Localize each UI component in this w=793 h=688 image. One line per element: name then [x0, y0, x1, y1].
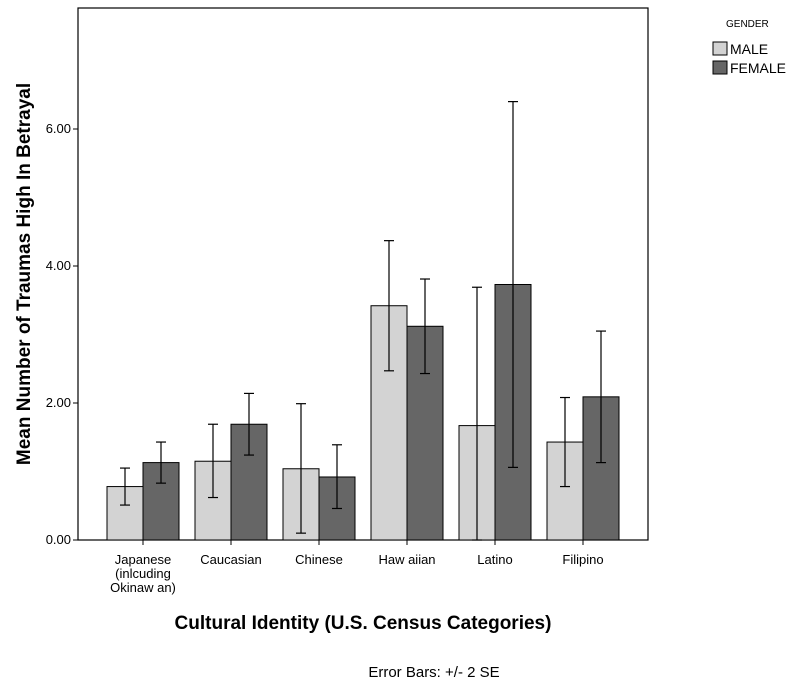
- x-tick-label-line: (inlcuding: [115, 566, 171, 581]
- x-tick-label: Filipino: [562, 552, 603, 567]
- x-tick-label-line: Filipino: [562, 552, 603, 567]
- x-axis: Japanese (inlcuding Okinaw an) Caucasian Chi…: [110, 540, 604, 595]
- legend-label-male: MALE: [730, 41, 768, 57]
- x-tick-label: Latino: [477, 552, 512, 567]
- legend-swatch-female: [712, 60, 728, 75]
- x-tick-label: Chinese: [295, 552, 343, 567]
- bars-layer: [106, 283, 620, 541]
- legend: MALE FEMALE: [712, 41, 786, 76]
- x-tick-label-line: Caucasian: [200, 552, 261, 567]
- x-tick-label-line: Latino: [477, 552, 512, 567]
- y-axis-title: Mean Number of Traumas High In Betrayal: [14, 83, 35, 465]
- x-tick-label: Haw aiian: [378, 552, 435, 567]
- x-tick-label: Caucasian: [200, 552, 261, 567]
- footnote: Error Bars: +/- 2 SE: [368, 664, 499, 681]
- x-axis-title: Cultural Identity (U.S. Census Categorie…: [175, 613, 552, 634]
- error-bars-layer: [120, 100, 606, 541]
- legend-swatch-male: [712, 41, 728, 56]
- x-tick-label-line: Japanese: [115, 552, 171, 567]
- legend-title: GENDER: [726, 19, 769, 30]
- plot-frame: [77, 7, 649, 541]
- y-tick-label: 6.00: [46, 121, 71, 136]
- x-tick-label-line: Okinaw an): [110, 580, 176, 595]
- y-tick-label: 2.00: [46, 395, 71, 410]
- y-tick-label: 0.00: [46, 532, 71, 547]
- y-axis: 0.00 2.00 4.00 6.00: [46, 121, 78, 547]
- x-tick-label: Japanese (inlcuding Okinaw an): [110, 552, 176, 595]
- x-tick-label-line: Haw aiian: [378, 552, 435, 567]
- legend-label-female: FEMALE: [730, 60, 786, 76]
- x-tick-label-line: Chinese: [295, 552, 343, 567]
- y-tick-label: 4.00: [46, 258, 71, 273]
